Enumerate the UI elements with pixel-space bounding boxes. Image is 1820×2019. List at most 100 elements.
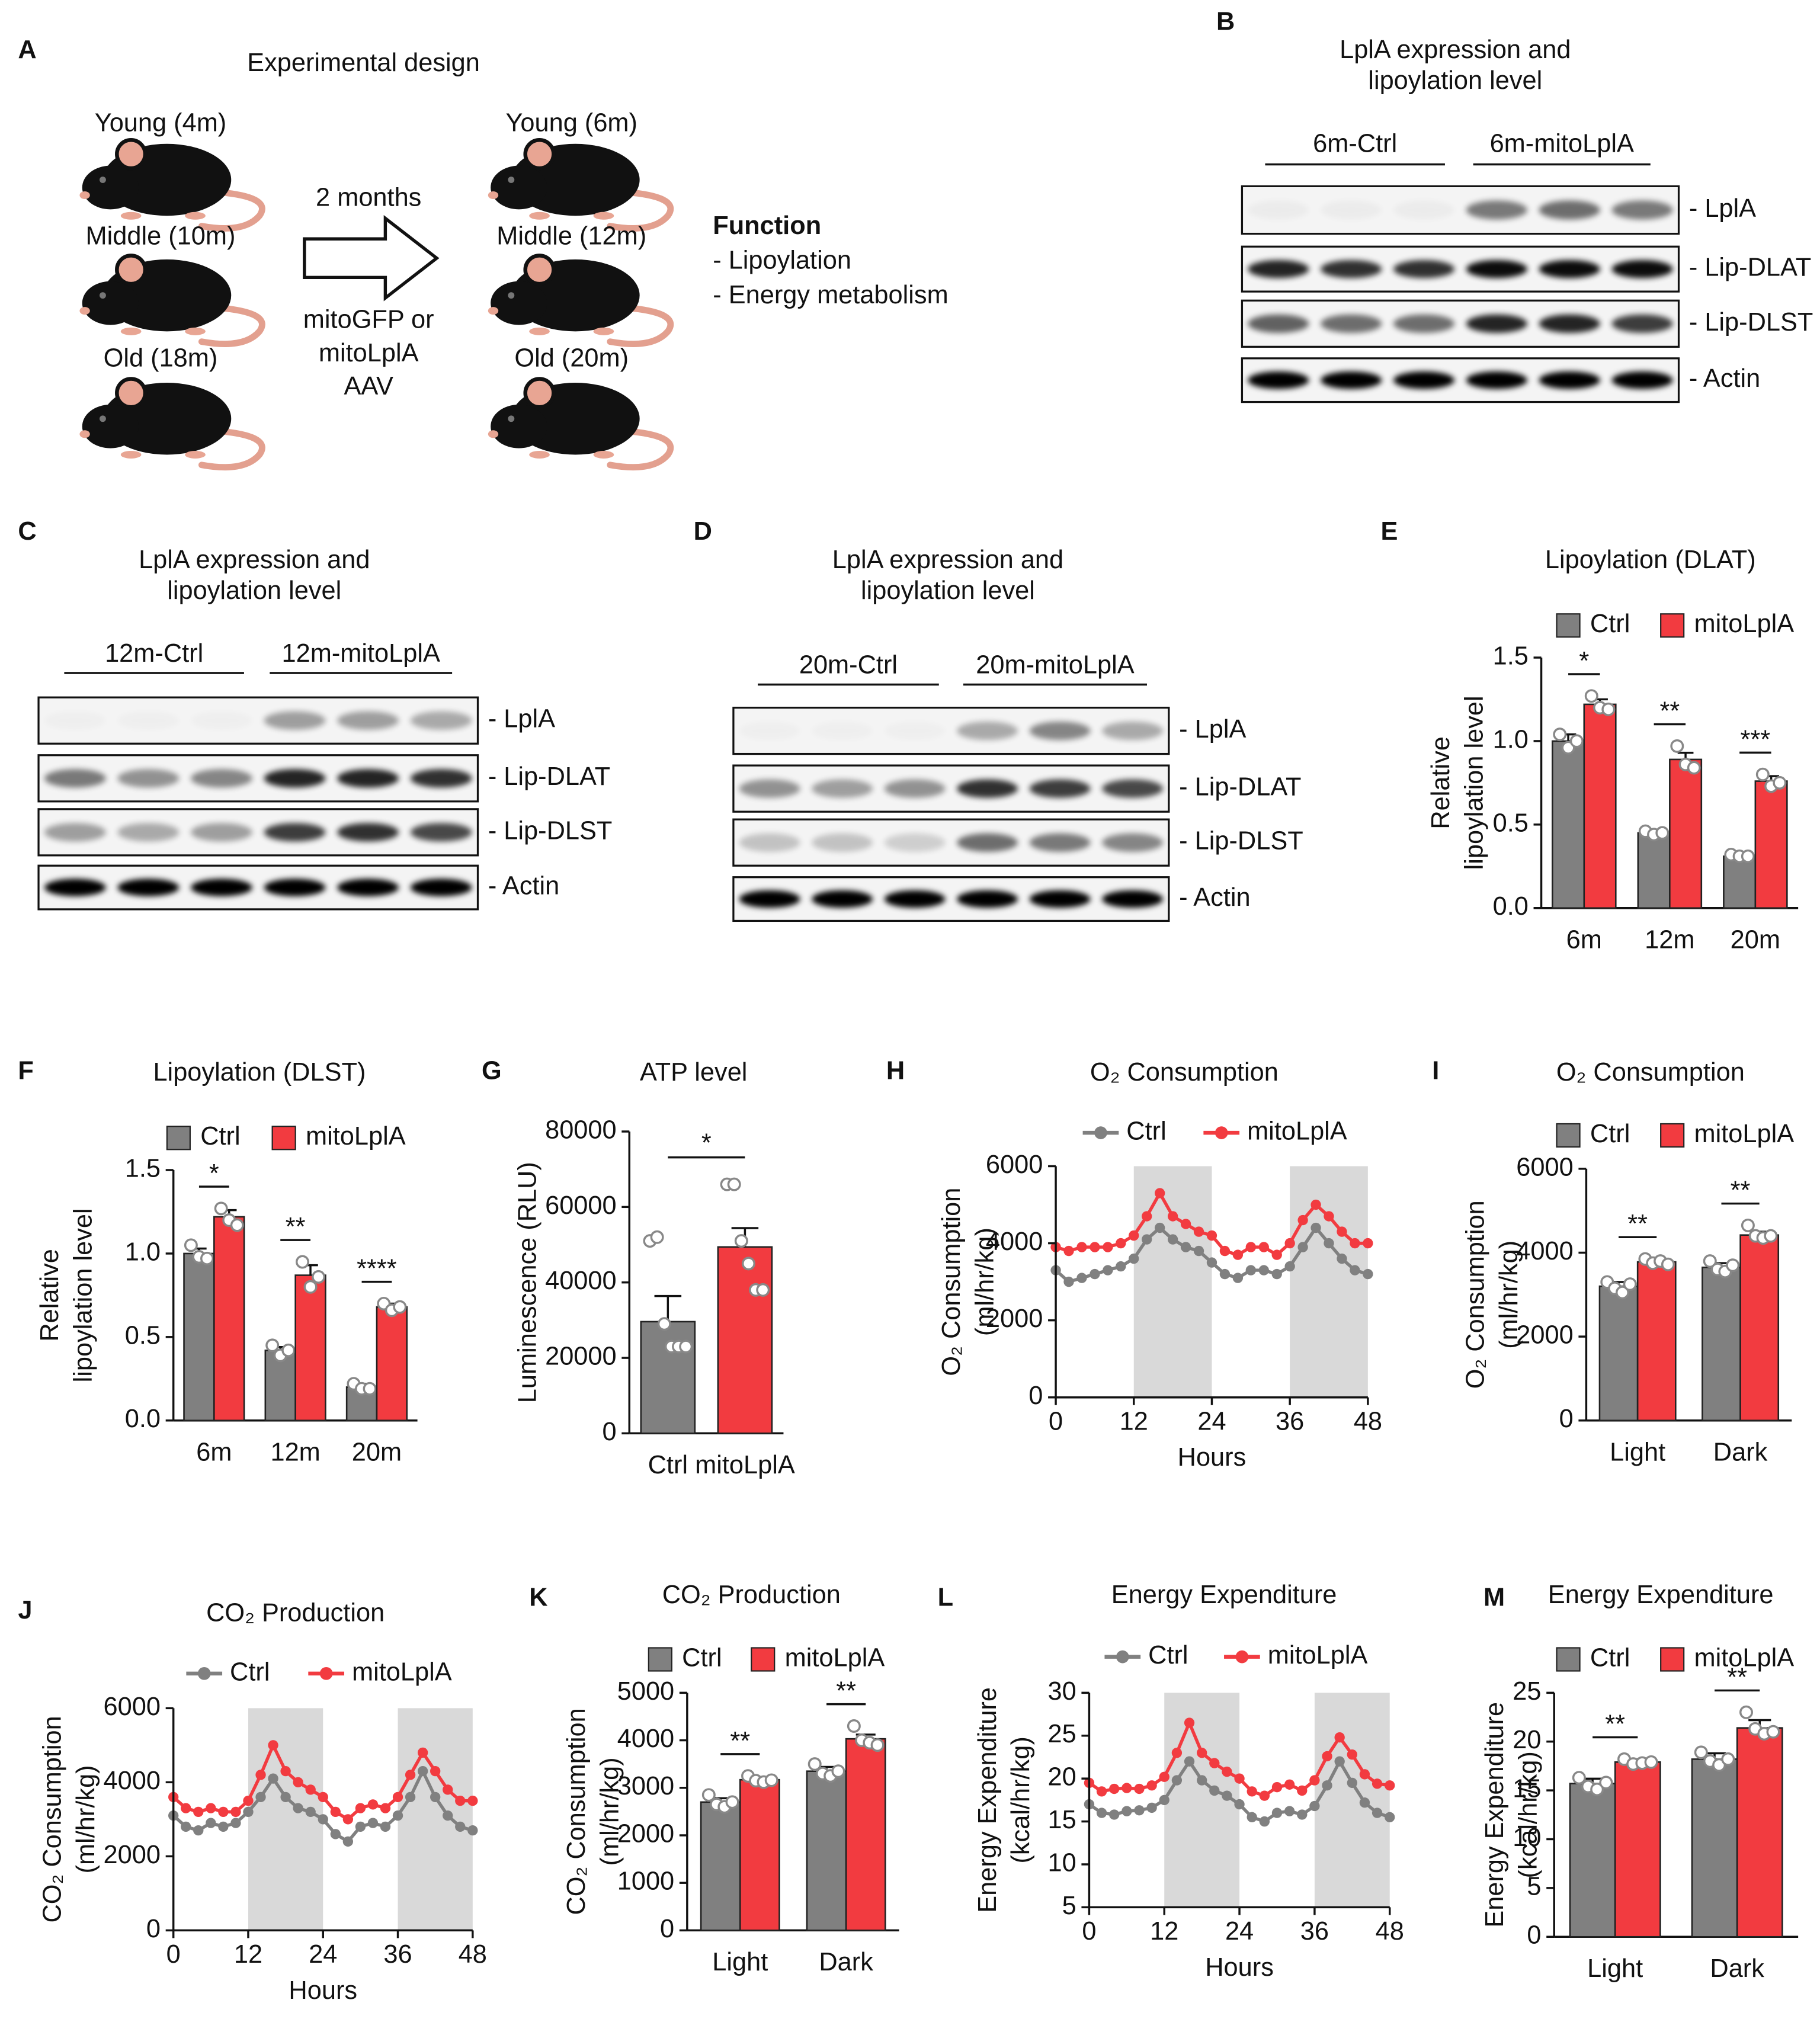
y-tick-label: 40000 bbox=[545, 1267, 617, 1295]
blot-band bbox=[1611, 260, 1673, 278]
y-axis-label: Energy Expenditure bbox=[1481, 1702, 1509, 1928]
y-tick-label: 0 bbox=[1028, 1382, 1043, 1410]
data-point bbox=[255, 1770, 266, 1780]
x-tick-label: 48 bbox=[459, 1940, 487, 1969]
panel-letter: F bbox=[18, 1057, 33, 1085]
data-point bbox=[1363, 1238, 1373, 1249]
data-point bbox=[1359, 1769, 1370, 1780]
y-tick-label: 0 bbox=[146, 1915, 161, 1943]
data-point bbox=[1310, 1199, 1321, 1210]
data-point bbox=[741, 1257, 755, 1271]
blot-band bbox=[1102, 833, 1164, 852]
data-point bbox=[1090, 1268, 1100, 1280]
data-point bbox=[443, 1810, 453, 1821]
data-point bbox=[1159, 1771, 1169, 1782]
dark-phase bbox=[1133, 1166, 1212, 1398]
data-point bbox=[268, 1773, 278, 1784]
data-point bbox=[243, 1806, 254, 1818]
group-label: Old (20m) bbox=[514, 344, 629, 372]
data-point bbox=[1572, 1771, 1586, 1785]
data-point bbox=[206, 1818, 216, 1828]
data-point bbox=[417, 1747, 428, 1758]
chart-title: CO₂ Production bbox=[662, 1581, 841, 1609]
y-axis-label: (kcal/hr/kg) bbox=[1514, 1751, 1542, 1878]
x-tick-label: 24 bbox=[1225, 1917, 1254, 1946]
significance-label: * bbox=[701, 1129, 712, 1157]
band-label: - Lip-DLAT bbox=[1689, 254, 1811, 282]
legend-swatch bbox=[271, 1126, 296, 1150]
blot-title: LplA expression and bbox=[832, 546, 1063, 574]
data-point bbox=[764, 1773, 778, 1787]
blot-band bbox=[44, 769, 106, 788]
data-point bbox=[1385, 1812, 1395, 1823]
chart-title: Energy Expenditure bbox=[1548, 1581, 1774, 1609]
data-point bbox=[193, 1825, 204, 1836]
y-tick-label: 5 bbox=[1527, 1872, 1541, 1901]
data-point bbox=[467, 1825, 478, 1836]
blot-strip bbox=[732, 706, 1170, 755]
data-point bbox=[1219, 1268, 1231, 1280]
bar bbox=[806, 1770, 847, 1931]
significance-label: **** bbox=[357, 1255, 397, 1283]
data-point bbox=[1601, 702, 1616, 716]
significance-label: ** bbox=[1605, 1710, 1625, 1738]
y-tick-label: 0 bbox=[1559, 1405, 1574, 1433]
x-tick-label: Light bbox=[1610, 1438, 1665, 1467]
y-tick-label: 1.0 bbox=[125, 1238, 161, 1266]
blot-band bbox=[739, 833, 800, 852]
legend-label: Ctrl bbox=[1590, 1120, 1630, 1148]
data-point bbox=[1347, 1777, 1357, 1789]
data-point bbox=[1271, 1781, 1283, 1793]
blot-band bbox=[117, 879, 180, 896]
data-point bbox=[405, 1792, 416, 1803]
data-point bbox=[1196, 1775, 1207, 1786]
data-point bbox=[1076, 1242, 1087, 1252]
bar bbox=[1583, 703, 1617, 909]
data-point bbox=[1297, 1214, 1308, 1226]
panel-letter: B bbox=[1216, 7, 1235, 36]
bar bbox=[1614, 1761, 1661, 1938]
bar bbox=[213, 1216, 245, 1422]
data-point bbox=[1196, 1748, 1207, 1758]
blot-band bbox=[117, 823, 180, 842]
y-axis-label: O₂ Consumption bbox=[1462, 1200, 1490, 1389]
data-point bbox=[1193, 1245, 1204, 1257]
blot-band bbox=[1393, 260, 1455, 278]
panel-letter: J bbox=[18, 1596, 32, 1624]
data-point bbox=[1146, 1802, 1157, 1813]
blot-strip bbox=[732, 764, 1170, 813]
band-label: - Lip-DLAT bbox=[1179, 773, 1301, 802]
data-point bbox=[1655, 826, 1670, 840]
blot-band bbox=[1321, 200, 1382, 219]
blot-band bbox=[118, 712, 180, 730]
blot-band bbox=[1466, 314, 1527, 333]
y-axis-label: (kcal/hr/kg) bbox=[1007, 1736, 1035, 1863]
data-point bbox=[405, 1770, 416, 1780]
panel-letter: L bbox=[938, 1584, 953, 1612]
arrow-label: 2 months bbox=[316, 183, 421, 211]
y-tick-label: 4000 bbox=[986, 1228, 1043, 1256]
y-tick-label: 0.5 bbox=[125, 1321, 161, 1350]
significance-label: * bbox=[209, 1159, 219, 1188]
x-tick-label: 0 bbox=[1082, 1917, 1096, 1946]
legend-label: Ctrl bbox=[1590, 610, 1630, 638]
data-point bbox=[181, 1803, 191, 1813]
data-point bbox=[1180, 1219, 1191, 1229]
blot-band bbox=[812, 779, 873, 798]
legend-label: mitoLplA bbox=[1694, 1643, 1795, 1672]
data-point bbox=[1193, 1226, 1204, 1237]
blot-band bbox=[1029, 779, 1091, 798]
blot-band bbox=[191, 769, 252, 788]
blot-band bbox=[1539, 260, 1600, 278]
data-point bbox=[679, 1339, 693, 1354]
chart-title: CO₂ Production bbox=[206, 1599, 384, 1627]
blot-band bbox=[1466, 260, 1527, 278]
blot-title: lipoylation level bbox=[861, 576, 1035, 605]
data-point bbox=[430, 1792, 441, 1803]
y-tick-label: 10 bbox=[1048, 1848, 1076, 1877]
blot-band bbox=[1029, 833, 1091, 852]
y-tick-label: 20 bbox=[1513, 1726, 1541, 1754]
blot-group: 20m-Ctrl bbox=[799, 651, 898, 680]
data-point bbox=[1334, 1756, 1345, 1767]
group-label: Middle (10m) bbox=[86, 222, 236, 251]
